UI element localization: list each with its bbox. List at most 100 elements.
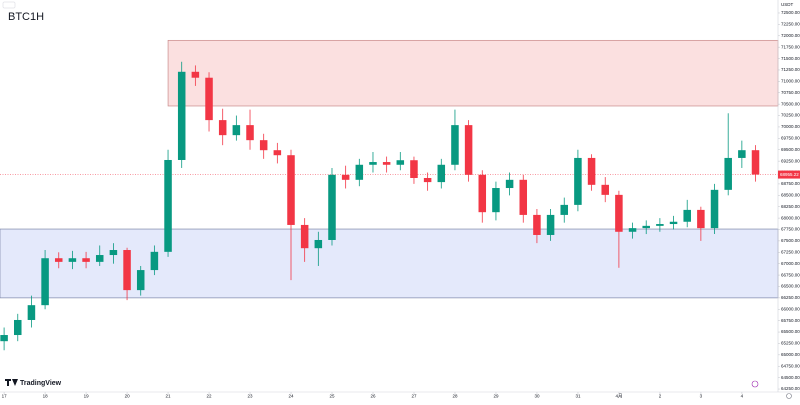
candle-body — [574, 157, 582, 205]
y-tick-label: 64250.00 — [781, 386, 800, 391]
candle-body — [136, 270, 145, 291]
candle-body — [246, 125, 254, 141]
candle-body — [710, 189, 719, 229]
candle-body — [601, 184, 609, 195]
y-tick-label: 70750.00 — [781, 90, 800, 95]
candle-body — [68, 258, 77, 262]
candle-body — [300, 224, 309, 249]
y-tick-label: 68250.00 — [781, 204, 800, 209]
candle-body — [382, 162, 391, 165]
candle-body — [177, 71, 186, 160]
y-tick-label: 67250.00 — [781, 249, 800, 254]
y-tick-label: 72500.00 — [781, 10, 800, 15]
y-tick-label: 69750.00 — [781, 136, 800, 141]
y-tick-label: 67750.00 — [781, 227, 800, 232]
x-tick-label: 31 — [575, 394, 581, 399]
settings-icon[interactable] — [786, 393, 792, 399]
candle-body — [492, 188, 500, 213]
candle-body — [423, 177, 432, 183]
y-tick-label: 66250.00 — [781, 295, 800, 300]
y-tick-label: 66500.00 — [781, 284, 800, 289]
candle-body — [191, 71, 200, 78]
candle-body — [41, 258, 49, 306]
y-tick-label: 71500.00 — [781, 56, 800, 61]
y-tick-label: 69500.00 — [781, 147, 800, 152]
candle-body — [259, 140, 268, 151]
candle-body — [587, 157, 596, 185]
zone — [167, 39, 779, 107]
candle-body — [451, 125, 459, 165]
candle-body — [355, 164, 364, 180]
candle-body — [724, 157, 732, 190]
x-tick-label: 2 — [659, 394, 662, 399]
candle-body — [54, 258, 63, 262]
brand-logo — [5, 379, 18, 386]
x-tick-label: 28 — [452, 394, 458, 399]
y-tick-label: 68000.00 — [781, 215, 800, 220]
candle-body — [738, 150, 746, 158]
candle-body — [628, 228, 637, 232]
y-tick-label: 70500.00 — [781, 101, 800, 106]
candle-body — [396, 160, 405, 165]
candle-body — [218, 120, 227, 136]
candle-body — [341, 174, 350, 180]
y-tick-label: 71250.00 — [781, 67, 800, 72]
x-tick-label: 24 — [289, 394, 295, 399]
y-tick-label: 70000.00 — [781, 124, 800, 129]
y-tick-label: 68750.00 — [781, 181, 800, 186]
candle-body — [14, 319, 22, 336]
candle-body — [232, 125, 241, 136]
y-tick-label: 71000.00 — [781, 79, 800, 84]
y-tick-label: 69250.00 — [781, 158, 800, 163]
candle-body — [109, 250, 118, 256]
y-tick-label: 71750.00 — [781, 44, 800, 49]
x-tick-label: 19 — [84, 394, 90, 399]
x-tick-label: 23 — [248, 394, 254, 399]
y-tick-label: 67000.00 — [781, 261, 800, 266]
last-price-tag — [778, 170, 800, 179]
candle-body — [697, 209, 705, 229]
x-tick-label: 27 — [411, 394, 417, 399]
candle-body — [0, 335, 8, 342]
event-icon[interactable] — [751, 380, 759, 388]
candle-body — [669, 221, 678, 225]
y-tick-label: 65250.00 — [781, 341, 800, 346]
candles — [0, 61, 760, 351]
x-tick-label: 17 — [2, 394, 8, 399]
x-tick-label: 25 — [330, 394, 336, 399]
y-tick-label: 64500.00 — [781, 375, 800, 380]
x-tick-label: 26 — [371, 394, 377, 399]
zone — [0, 228, 779, 299]
y-tick-label: 65000.00 — [781, 352, 800, 357]
x-tick-label: 21 — [166, 394, 172, 399]
candle-body — [751, 150, 760, 175]
y-tick-label: 70250.00 — [781, 113, 800, 118]
candle-body — [95, 255, 104, 262]
chart-title: BTC1H — [8, 11, 44, 23]
candle-body — [656, 224, 664, 226]
candle-body — [615, 194, 623, 232]
y-tick-label: 66000.00 — [781, 306, 800, 311]
y-tick-label: 72250.00 — [781, 22, 800, 27]
candle-body — [82, 258, 90, 262]
candle-body — [683, 209, 691, 222]
candle-body — [205, 77, 213, 121]
candle-body — [273, 150, 282, 156]
candle-body — [519, 179, 528, 215]
candle-body — [123, 250, 131, 291]
brand-name: TradingView — [20, 380, 62, 387]
zones — [0, 39, 779, 299]
collapse-button[interactable] — [2, 1, 16, 9]
y-tick-label: 67500.00 — [781, 238, 800, 243]
y-tick-label: 66750.00 — [781, 272, 800, 277]
candle-body — [287, 155, 295, 225]
candle-body — [369, 162, 377, 165]
x-tick-label: 4 — [741, 394, 744, 399]
x-tick-label: 29 — [493, 394, 499, 399]
candle-body — [328, 174, 336, 240]
x-tick-label: 30 — [534, 394, 540, 399]
candle-body — [478, 174, 487, 213]
candle-body — [464, 125, 473, 175]
candle-body — [314, 239, 323, 249]
